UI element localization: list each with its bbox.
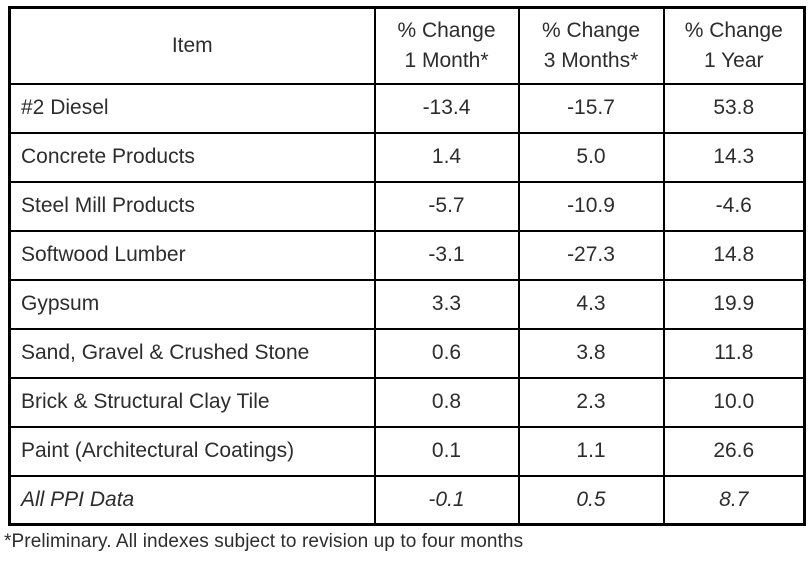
value-cell-3months: 4.3 xyxy=(517,278,665,330)
value-cell-1month: -5.7 xyxy=(373,180,520,232)
value-cell-1month: -0.1 xyxy=(373,474,520,526)
value-cell-1month: 0.6 xyxy=(373,327,520,379)
value-cell-3months: -15.7 xyxy=(517,82,665,134)
value-cell-3months: 0.5 xyxy=(517,474,665,526)
value-cell-1year: 11.8 xyxy=(662,327,806,379)
item-cell: Gypsum xyxy=(8,278,376,330)
value-cell-3months: 2.3 xyxy=(517,376,665,428)
page: Item % Change 1 Month* % Change 3 Months… xyxy=(4,6,806,552)
value-cell-1year: 14.8 xyxy=(662,229,806,281)
value-cell-1month: -13.4 xyxy=(373,82,520,134)
table-row: Gypsum 3.3 4.3 19.9 xyxy=(8,278,806,330)
item-cell: Steel Mill Products xyxy=(8,180,376,232)
table-row: Concrete Products 1.4 5.0 14.3 xyxy=(8,131,806,183)
column-header-1-month: % Change 1 Month* xyxy=(373,6,520,85)
value-cell-1year: -4.6 xyxy=(662,180,806,232)
item-cell: #2 Diesel xyxy=(8,82,376,134)
value-cell-1year: 14.3 xyxy=(662,131,806,183)
item-cell: Brick & Structural Clay Tile xyxy=(8,376,376,428)
value-cell-3months: 3.8 xyxy=(517,327,665,379)
column-header-3-months: % Change 3 Months* xyxy=(517,6,665,85)
table-row-all-ppi-data: All PPI Data -0.1 0.5 8.7 xyxy=(8,474,806,526)
footnote: *Preliminary. All indexes subject to rev… xyxy=(4,531,524,552)
header-row: Item % Change 1 Month* % Change 3 Months… xyxy=(8,6,806,85)
value-cell-3months: -10.9 xyxy=(517,180,665,232)
value-cell-1month: 0.8 xyxy=(373,376,520,428)
value-cell-1year: 19.9 xyxy=(662,278,806,330)
value-cell-1month: 1.4 xyxy=(373,131,520,183)
value-cell-3months: -27.3 xyxy=(517,229,665,281)
value-cell-3months: 5.0 xyxy=(517,131,665,183)
table-row: Softwood Lumber -3.1 -27.3 14.8 xyxy=(8,229,806,281)
value-cell-1month: 0.1 xyxy=(373,425,520,477)
value-cell-1year: 8.7 xyxy=(662,474,806,526)
value-cell-1month: 3.3 xyxy=(373,278,520,330)
value-cell-1year: 10.0 xyxy=(662,376,806,428)
item-cell: All PPI Data xyxy=(8,474,376,526)
column-header-item: Item xyxy=(8,6,376,85)
item-cell: Concrete Products xyxy=(8,131,376,183)
table-row: Brick & Structural Clay Tile 0.8 2.3 10.… xyxy=(8,376,806,428)
table-row: Paint (Architectural Coatings) 0.1 1.1 2… xyxy=(8,425,806,477)
ppi-change-table: Item % Change 1 Month* % Change 3 Months… xyxy=(8,6,806,526)
table-row: Sand, Gravel & Crushed Stone 0.6 3.8 11.… xyxy=(8,327,806,379)
item-cell: Softwood Lumber xyxy=(8,229,376,281)
value-cell-3months: 1.1 xyxy=(517,425,665,477)
item-cell: Sand, Gravel & Crushed Stone xyxy=(8,327,376,379)
value-cell-1year: 26.6 xyxy=(662,425,806,477)
column-header-1-year: % Change 1 Year xyxy=(662,6,806,85)
value-cell-1year: 53.8 xyxy=(662,82,806,134)
item-cell: Paint (Architectural Coatings) xyxy=(8,425,376,477)
table-row: Steel Mill Products -5.7 -10.9 -4.6 xyxy=(8,180,806,232)
value-cell-1month: -3.1 xyxy=(373,229,520,281)
table-row: #2 Diesel -13.4 -15.7 53.8 xyxy=(8,82,806,134)
